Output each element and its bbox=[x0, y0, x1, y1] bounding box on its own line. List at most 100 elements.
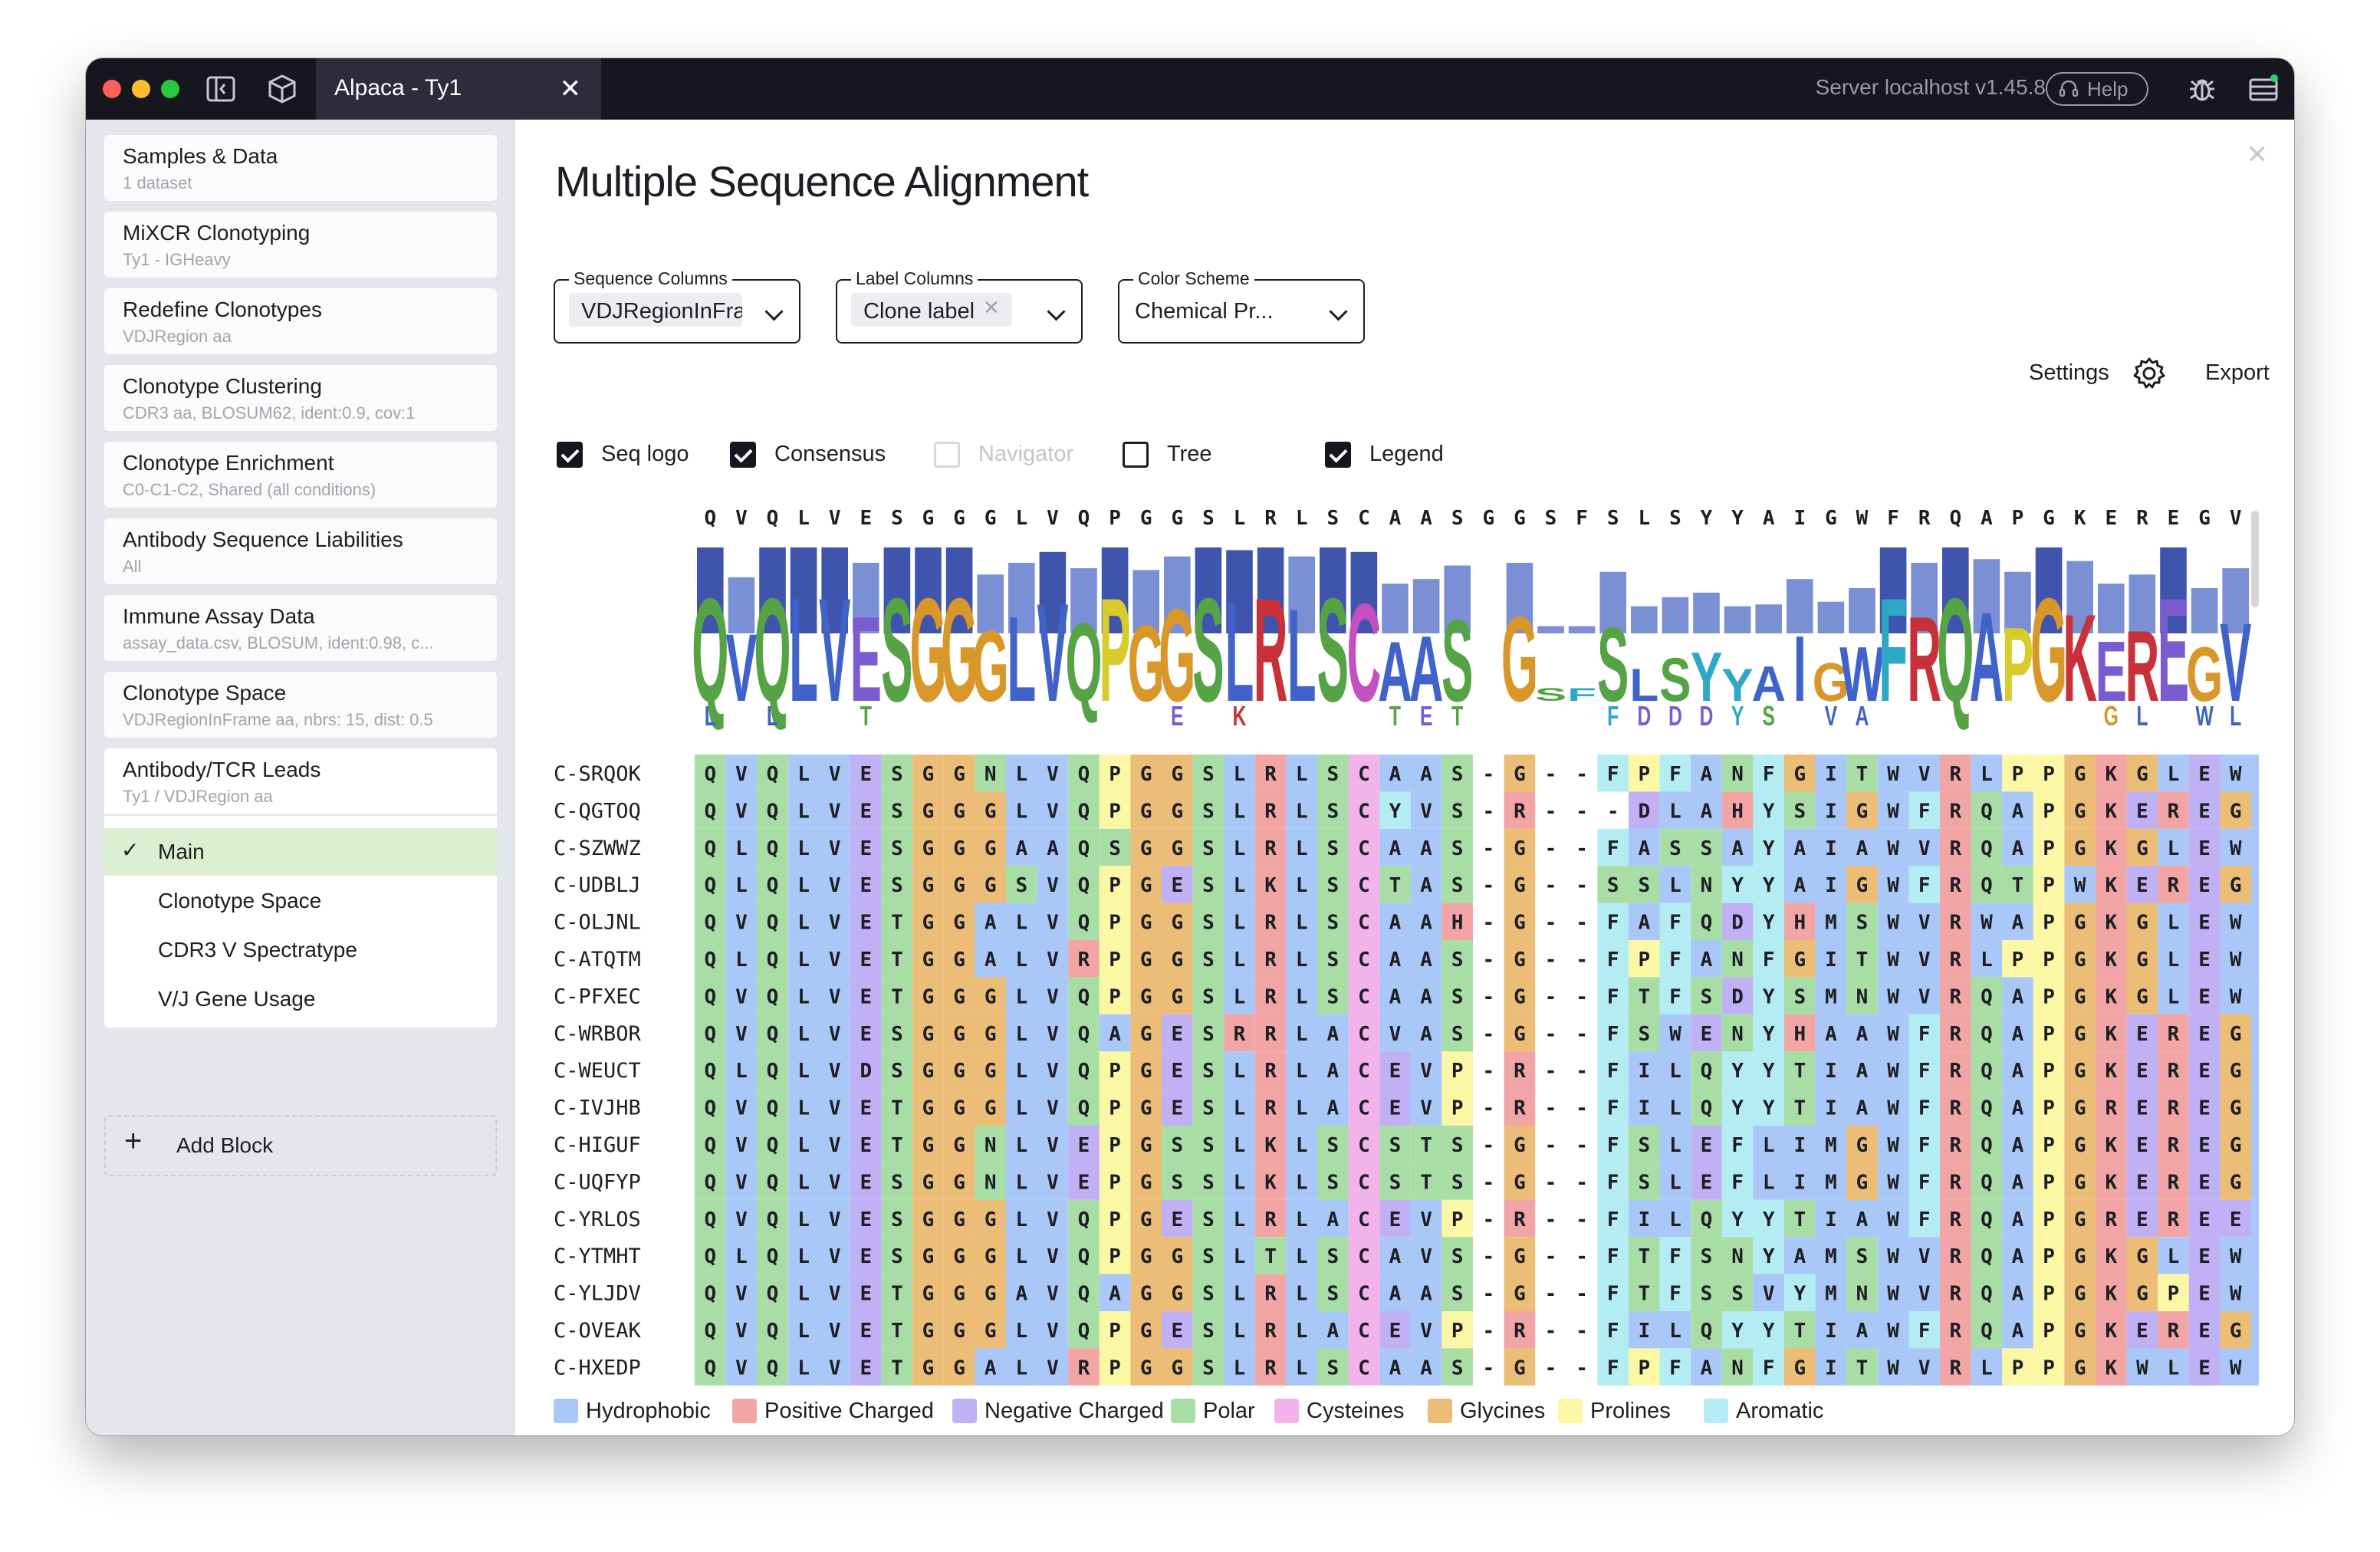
residue-letter: R bbox=[1949, 837, 1961, 860]
residue-letter: K bbox=[2105, 1320, 2117, 1343]
residue-letter: E bbox=[860, 1208, 872, 1231]
residue-cell bbox=[1441, 940, 1473, 978]
residue-letter: K bbox=[2105, 800, 2117, 823]
residue-cell bbox=[1908, 755, 1940, 792]
vertical-scrollbar[interactable] bbox=[2251, 511, 2259, 607]
residue-cell bbox=[1317, 1014, 1349, 1052]
sidebar-item-vj-gene-usage[interactable]: V/J Gene Usage bbox=[104, 975, 497, 1023]
residue-letter: R bbox=[1264, 1060, 1277, 1083]
residue-cell bbox=[725, 903, 758, 940]
residue-letter: A bbox=[2012, 1320, 2024, 1343]
sidebar-toggle-icon[interactable] bbox=[205, 74, 236, 104]
residue-letter: L bbox=[797, 1060, 810, 1083]
add-block-button[interactable]: + Add Block bbox=[104, 1115, 497, 1176]
residue-cell bbox=[1286, 755, 1317, 792]
label-columns-select[interactable]: Label Columns Clone label ✕ bbox=[836, 268, 1083, 344]
conservation-bar bbox=[1288, 556, 1315, 633]
sequence-columns-select[interactable]: Sequence Columns VDJRegionInFram bbox=[554, 268, 800, 344]
residue-cell bbox=[1629, 1199, 1660, 1238]
close-panel-icon[interactable]: ✕ bbox=[2246, 140, 2269, 169]
block-subtitle: C0-C1-C2, Shared (all conditions) bbox=[123, 480, 376, 499]
residue-letter: V bbox=[735, 800, 748, 823]
residue-letter: - bbox=[1576, 1097, 1588, 1120]
remove-chip-icon[interactable]: ✕ bbox=[983, 296, 1000, 319]
block-mixcr-clonotyping[interactable]: MiXCR Clonotyping Ty1 - IGHeavy bbox=[104, 212, 497, 278]
residue-cell bbox=[1971, 1162, 2003, 1200]
logo-letter: L bbox=[789, 569, 818, 733]
export-button[interactable]: Export bbox=[2205, 360, 2270, 386]
residue-letter: A bbox=[1856, 1320, 1869, 1343]
block-clonotype-enrichment[interactable]: Clonotype Enrichment C0-C1-C2, Shared (a… bbox=[104, 442, 497, 508]
residue-cell bbox=[850, 1088, 882, 1126]
settings-button[interactable]: Settings bbox=[2029, 357, 2165, 389]
close-tab-icon[interactable]: ✕ bbox=[559, 74, 582, 104]
block-clonotype-clustering[interactable]: Clonotype Clustering CDR3 aa, BLOSUM62, … bbox=[104, 365, 497, 431]
bug-icon[interactable] bbox=[2187, 74, 2217, 104]
residue-letter: - bbox=[1576, 1245, 1588, 1268]
block-redefine-clonotypes[interactable]: Redefine Clonotypes VDJRegion aa bbox=[104, 288, 497, 354]
residue-letter: S bbox=[1701, 837, 1713, 860]
residue-letter: W bbox=[1887, 800, 1899, 823]
help-button[interactable]: Help bbox=[2046, 72, 2148, 106]
residue-cell bbox=[1846, 1014, 1878, 1052]
residue-letter: V bbox=[735, 1208, 748, 1231]
residue-letter: P bbox=[1451, 1208, 1464, 1231]
residue-cell bbox=[1006, 940, 1037, 978]
sidebar-item-main[interactable]: ✓ Main bbox=[104, 828, 497, 876]
residue-cell bbox=[2220, 791, 2251, 829]
residue-letter: V bbox=[1389, 1023, 1402, 1046]
sidebar-item-cdr3-spectratype[interactable]: CDR3 V Spectratype bbox=[104, 926, 497, 974]
residue-letter: V bbox=[1918, 949, 1931, 972]
block-antibody-liabilities[interactable]: Antibody Sequence Liabilities All bbox=[104, 518, 497, 584]
server-status-icon[interactable] bbox=[2248, 74, 2279, 104]
residue-letter: E bbox=[2198, 1208, 2211, 1231]
conservation-bar bbox=[1257, 547, 1284, 633]
residue-cell bbox=[2158, 828, 2189, 866]
residue-letter: S bbox=[1856, 912, 1869, 935]
minimize-window-button[interactable] bbox=[132, 80, 150, 98]
residue-letter: G bbox=[1171, 985, 1183, 1008]
residue-cell bbox=[1597, 1126, 1629, 1163]
conservation-bar bbox=[1849, 588, 1875, 633]
block-antibody-tcr-leads[interactable]: Antibody/TCR Leads Ty1 / VDJRegion aa bbox=[104, 748, 497, 814]
residue-cell bbox=[2188, 755, 2221, 792]
residue-cell bbox=[1192, 828, 1225, 866]
residue-cell bbox=[1068, 1051, 1100, 1089]
residue-cell bbox=[1037, 1126, 1069, 1163]
consensus-letter: Q bbox=[1949, 507, 1961, 530]
residue-letter: S bbox=[1326, 1283, 1339, 1306]
residue-cell bbox=[2126, 755, 2158, 792]
residue-letter: S bbox=[1856, 1245, 1869, 1268]
residue-cell bbox=[1348, 1014, 1380, 1052]
residue-letter: R bbox=[1514, 1208, 1526, 1231]
residue-letter: W bbox=[1887, 1171, 1899, 1194]
residue-cell bbox=[1130, 903, 1162, 940]
residue-letter: Q bbox=[1701, 912, 1713, 935]
close-window-button[interactable] bbox=[103, 80, 121, 98]
residue-letter: V bbox=[1918, 1245, 1931, 1268]
residue-letter: Q bbox=[704, 1320, 716, 1343]
residue-letter: T bbox=[891, 1134, 903, 1157]
block-clonotype-space[interactable]: Clonotype Space VDJRegionInFrame aa, nbr… bbox=[104, 672, 497, 738]
tab-alpaca-ty1[interactable]: Alpaca - Ty1 ✕ bbox=[316, 58, 601, 120]
block-immune-assay-data[interactable]: Immune Assay Data assay_data.csv, BLOSUM… bbox=[104, 595, 497, 661]
cube-icon[interactable] bbox=[267, 74, 298, 104]
residue-cell bbox=[1753, 1274, 1784, 1311]
block-samples-data[interactable]: Samples & Data 1 dataset bbox=[104, 135, 497, 201]
residue-cell bbox=[943, 1088, 975, 1126]
residue-letter: P bbox=[1109, 1134, 1121, 1157]
residue-letter: F bbox=[1607, 1023, 1619, 1046]
residue-cell bbox=[850, 1051, 882, 1089]
residue-cell bbox=[1908, 1348, 1940, 1386]
residue-cell bbox=[787, 1126, 820, 1163]
logo-letter: D bbox=[1700, 700, 1714, 732]
maximize-window-button[interactable] bbox=[161, 80, 179, 98]
sidebar-item-clonotype-space[interactable]: Clonotype Space bbox=[104, 877, 497, 925]
consensus-letter: G bbox=[2198, 507, 2211, 530]
residue-letter: Q bbox=[1981, 1208, 1993, 1231]
residue-cell bbox=[1162, 977, 1193, 1014]
residue-letter: V bbox=[735, 1023, 748, 1046]
residue-letter: G bbox=[2074, 949, 2086, 972]
color-scheme-select[interactable]: Color Scheme Chemical Pr... bbox=[1118, 268, 1365, 344]
